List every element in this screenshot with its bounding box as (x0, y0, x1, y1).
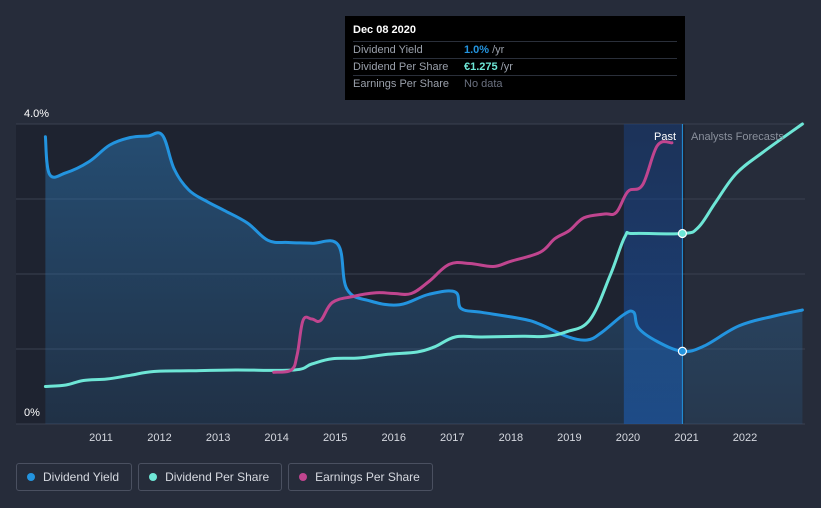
x-tick-label: 2020 (616, 432, 640, 444)
tooltip-label: Earnings Per Share (353, 78, 449, 90)
tooltip-row-dividend-yield: Dividend Yield 1.0% /yr (353, 41, 677, 58)
dividend-yield-area (45, 132, 803, 425)
tooltip-date: Dec 08 2020 (353, 24, 416, 36)
past-label: Past (654, 131, 676, 143)
markers (677, 228, 688, 356)
y-axis-top-label: 4.0% (24, 108, 49, 120)
dividend-yield-line (43, 131, 804, 353)
x-tick-label: 2013 (206, 432, 230, 444)
tooltip-unit: /yr (492, 44, 505, 56)
tooltip-label: Dividend Yield (353, 44, 423, 56)
x-tick-label: 2021 (674, 432, 698, 444)
x-tick-label: 2015 (323, 432, 347, 444)
legend-label: Earnings Per Share (315, 470, 420, 484)
x-tick-label: 2016 (382, 432, 406, 444)
x-tick-label: 2014 (264, 432, 288, 444)
x-tick-label: 2012 (147, 432, 171, 444)
legend-dot-icon (27, 473, 35, 481)
x-axis-ticks: 2011 2012 2013 2014 2015 2016 2017 2018 2019 2020… (89, 432, 757, 444)
dividend-yield-marker (677, 346, 688, 356)
earnings-per-share-line (272, 140, 674, 374)
legend-item-dividend-yield[interactable]: Dividend Yield (16, 463, 133, 491)
x-tick-label: 2019 (557, 432, 581, 444)
legend-item-dividend-per-share[interactable]: Dividend Per Share (138, 463, 283, 491)
tooltip-row-dividend-per-share: Dividend Per Share €1.275 /yr (353, 58, 677, 75)
dividend-per-share-marker (677, 228, 688, 239)
legend-item-earnings-per-share[interactable]: Earnings Per Share (288, 463, 433, 491)
x-tick-label: 2018 (499, 432, 523, 444)
tooltip-unit: /yr (500, 61, 513, 73)
tooltip-value: 1.0% (464, 44, 490, 56)
tooltip: Dec 08 2020 Dividend Yield 1.0% /yr Divi… (345, 16, 685, 100)
tooltip-row-earnings-per-share: Earnings Per Share No data (353, 75, 677, 92)
x-tick-label: 2022 (733, 432, 757, 444)
legend-dot-icon (149, 473, 158, 481)
legend-label: Dividend Per Share (165, 470, 270, 484)
legend-dot-icon (299, 473, 308, 481)
y-axis-bottom-label: 0% (24, 407, 40, 419)
tooltip-value: €1.275 (464, 61, 498, 73)
tooltip-value: No data (464, 78, 503, 90)
forecast-label: Analysts Forecasts (691, 131, 784, 143)
legend: Dividend Yield Dividend Per Share Earnin… (16, 463, 433, 491)
legend-label: Dividend Yield (43, 470, 120, 484)
x-tick-label: 2017 (440, 432, 464, 444)
tooltip-label: Dividend Per Share (353, 61, 449, 73)
x-tick-label: 2011 (89, 432, 113, 444)
